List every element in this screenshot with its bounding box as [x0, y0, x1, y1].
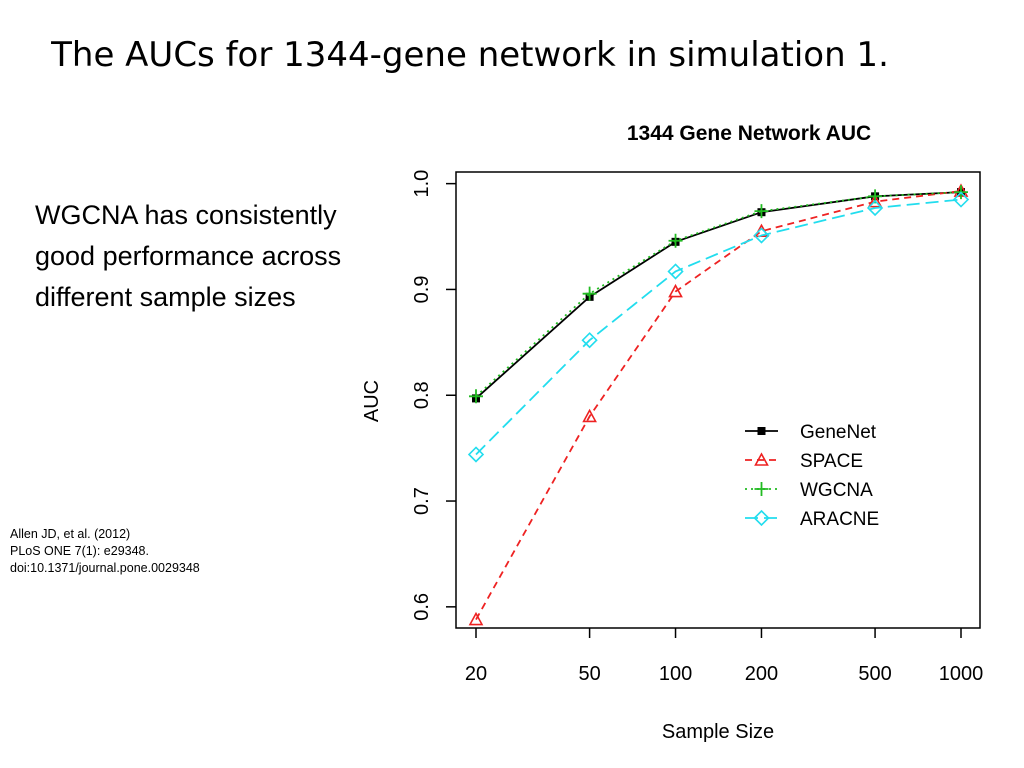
data-point: [754, 204, 769, 219]
citation-line: Allen JD, et al. (2012): [10, 527, 131, 541]
y-tick-label: 0.7: [411, 487, 433, 515]
data-point: [469, 389, 483, 404]
data-point: [867, 193, 883, 208]
data-point: [467, 446, 485, 463]
series-line: [475, 198, 962, 456]
series-aracne: [467, 191, 970, 463]
x-tick-label: 500: [858, 663, 891, 685]
series-genenet: [472, 188, 965, 403]
series-space: [468, 183, 969, 626]
data-point: [581, 332, 598, 349]
data-point: [753, 227, 770, 244]
data-point: [582, 408, 597, 423]
series-line: [475, 190, 962, 620]
data-point: [668, 233, 683, 248]
x-tick-label: 50: [578, 663, 600, 685]
legend-label: SPACE: [800, 451, 863, 472]
legend-label: ARACNE: [800, 509, 879, 530]
series-layer: [467, 183, 970, 626]
x-tick-label: 200: [745, 663, 778, 685]
legend-item: GeneNet: [745, 422, 877, 443]
y-tick-label: 0.8: [411, 381, 433, 409]
data-point: [582, 286, 597, 301]
citation-line: doi:10.1371/journal.pone.0029348: [10, 561, 200, 575]
bullet-text: WGCNA has consistently good performance …: [35, 200, 342, 312]
y-tick-label: 0.6: [411, 593, 433, 621]
legend-marker: [757, 427, 766, 435]
series-line: [475, 191, 962, 400]
legend-label: GeneNet: [800, 422, 877, 443]
data-point: [468, 611, 484, 626]
x-tick-label: 1000: [939, 663, 984, 685]
citation: Allen JD, et al. (2012) PLoS ONE 7(1): e…: [10, 526, 310, 577]
legend-item: ARACNE: [745, 509, 879, 530]
series-wgcna: [469, 185, 968, 404]
legend-marker: [754, 452, 769, 466]
data-point: [866, 199, 884, 217]
legend-item: WGCNA: [745, 480, 873, 501]
data-point: [668, 283, 683, 298]
x-tick-label: 20: [465, 663, 487, 685]
x-axis-label: Sample Size: [662, 721, 774, 743]
x-tick-label: 100: [659, 663, 692, 685]
chart-title: 1344 Gene Network AUC: [627, 122, 871, 145]
series-line: [475, 191, 962, 397]
y-tick-label: 1.0: [411, 170, 433, 198]
y-tick-label: 0.9: [411, 276, 433, 304]
y-axis-label: AUC: [361, 380, 383, 422]
data-point: [952, 191, 970, 208]
legend-label: WGCNA: [800, 480, 873, 501]
legend-marker: [753, 509, 770, 527]
legend-item: SPACE: [745, 451, 863, 472]
legend-marker: [754, 482, 769, 496]
axes: 20 50 100 200 500 1000 0.6 0.7 0.8 0.9 1.0: [411, 170, 983, 685]
slide-title: The AUCs for 1344-gene network in simula…: [51, 35, 889, 75]
legend: GeneNet SPACE WGCNA ARACNE: [745, 422, 879, 530]
citation-line: PLoS ONE 7(1): e29348.: [10, 544, 149, 558]
data-point: [667, 263, 684, 280]
plot-frame: [455, 171, 981, 629]
